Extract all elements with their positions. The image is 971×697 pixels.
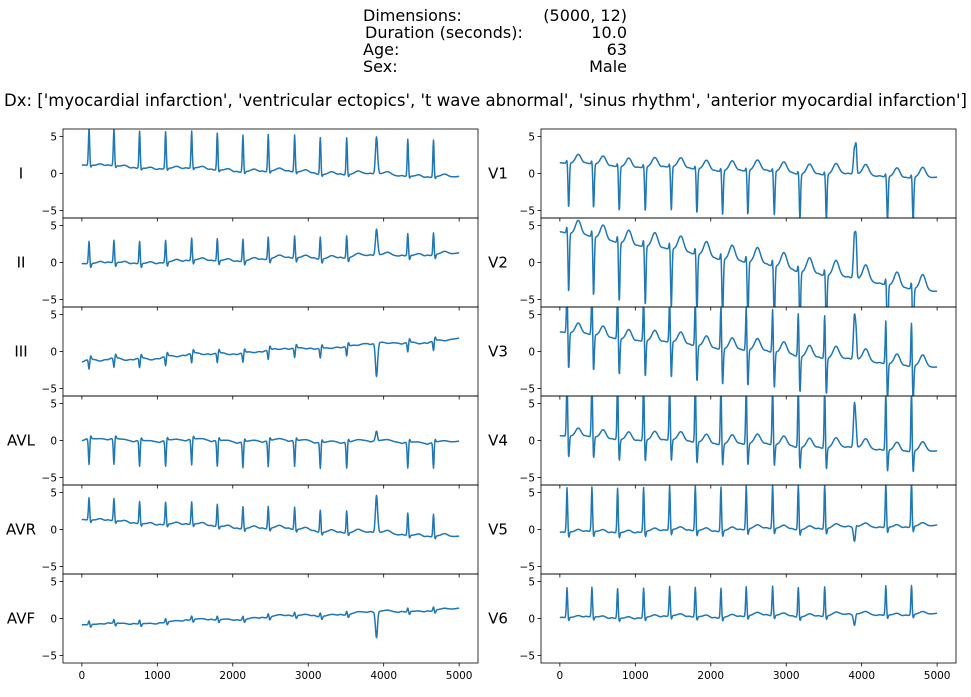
y-tick-label: 5 xyxy=(528,487,535,499)
dimensions-value: (5000, 12) xyxy=(543,6,627,25)
lead-label-v1: V1 xyxy=(488,165,508,183)
y-tick-label: 5 xyxy=(528,576,535,588)
x-tick-label: 4000 xyxy=(848,670,875,682)
y-tick-label: −5 xyxy=(42,473,57,485)
y-tick-label: −5 xyxy=(520,206,535,218)
lead-label-v6: V6 xyxy=(488,610,508,628)
y-tick-label: −5 xyxy=(42,295,57,307)
y-tick-label: 0 xyxy=(528,347,535,359)
x-tick-label: 1000 xyxy=(144,670,171,682)
lead-label-avl: AVL xyxy=(7,432,36,450)
y-tick-label: −5 xyxy=(520,562,535,574)
age-label: Age: xyxy=(363,40,400,59)
x-tick-label: 2000 xyxy=(697,670,724,682)
y-tick-label: 0 xyxy=(50,258,57,270)
panel-v1: −5 0 5 V1 xyxy=(488,128,957,222)
x-tick-label: 0 xyxy=(557,670,564,682)
panel-avr: −5 0 5 AVR xyxy=(6,484,479,578)
y-tick-label: 0 xyxy=(50,436,57,448)
x-tick-label: 4000 xyxy=(370,670,397,682)
y-tick-label: −5 xyxy=(520,295,535,307)
lead-label-v4: V4 xyxy=(488,432,508,450)
dimensions-label: Dimensions: xyxy=(363,6,462,25)
sex-value: Male xyxy=(589,57,627,76)
x-tick-label: 2000 xyxy=(219,670,246,682)
y-tick-label: 0 xyxy=(528,258,535,270)
axes-frame xyxy=(540,395,957,486)
lead-label-v2: V2 xyxy=(488,254,508,272)
x-tick-label: 3000 xyxy=(773,670,800,682)
panel-ii: −5 0 5 II xyxy=(17,217,479,311)
duration-value: 10.0 xyxy=(591,23,627,42)
y-tick-label: 5 xyxy=(528,131,535,143)
y-tick-label: −5 xyxy=(42,562,57,574)
x-tick-label: 1000 xyxy=(622,670,649,682)
y-tick-label: 5 xyxy=(50,220,57,232)
trace-v3 xyxy=(559,307,938,396)
lead-label-ii: II xyxy=(17,254,26,272)
lead-label-v3: V3 xyxy=(488,343,508,361)
y-tick-label: 0 xyxy=(528,436,535,448)
y-tick-label: 5 xyxy=(528,309,535,321)
y-tick-label: 0 xyxy=(528,169,535,181)
trace-i xyxy=(81,129,460,180)
lead-label-avf: AVF xyxy=(7,610,35,628)
age-value: 63 xyxy=(606,40,627,59)
y-tick-label: 0 xyxy=(50,347,57,359)
y-tick-label: 5 xyxy=(50,487,57,499)
y-tick-label: −5 xyxy=(42,384,57,396)
panel-i: −5 0 5 I xyxy=(19,128,479,222)
lead-label-avr: AVR xyxy=(6,521,36,539)
trace-v6 xyxy=(559,584,938,627)
y-tick-label: −5 xyxy=(520,651,535,663)
axes-frame xyxy=(62,306,479,397)
y-tick-label: −5 xyxy=(520,473,535,485)
y-tick-label: 5 xyxy=(50,398,57,410)
x-tick-label: 3000 xyxy=(295,670,322,682)
trace-v1 xyxy=(559,142,938,218)
panel-v5: −5 0 5 V5 xyxy=(488,484,957,578)
sex-label: Sex: xyxy=(363,57,398,76)
y-tick-label: −5 xyxy=(42,206,57,218)
x-tick-label: 0 xyxy=(79,670,86,682)
y-tick-label: 5 xyxy=(50,131,57,143)
panel-iii: −5 0 5 III xyxy=(14,306,479,400)
y-tick-label: 0 xyxy=(528,614,535,626)
y-tick-label: 0 xyxy=(50,614,57,626)
duration-label: Duration (seconds): xyxy=(365,23,523,42)
lead-label-iii: III xyxy=(14,343,27,361)
lead-label-v5: V5 xyxy=(488,521,508,539)
x-tick-label: 5000 xyxy=(924,670,951,682)
panel-avf: −5 0 5 0 1000 2000 3000 4000 5000 AVF xyxy=(7,573,479,682)
y-tick-label: 0 xyxy=(50,169,57,181)
panel-v2: −5 0 5 V2 xyxy=(488,217,957,311)
panel-v4: −5 0 5 V4 xyxy=(488,395,957,489)
x-tick-label: 5000 xyxy=(446,670,473,682)
y-tick-label: 5 xyxy=(528,398,535,410)
lead-label-i: I xyxy=(19,165,23,183)
diagnosis-line: Dx: ['myocardial infarction', 'ventricul… xyxy=(4,91,967,110)
trace-iii xyxy=(81,336,460,378)
trace-avl xyxy=(81,430,460,470)
trace-v4 xyxy=(559,396,938,473)
panel-v6: −5 0 5 0 1000 2000 3000 4000 5000 V6 xyxy=(488,573,957,682)
trace-avr xyxy=(81,494,460,540)
y-tick-label: 5 xyxy=(528,220,535,232)
y-tick-label: 0 xyxy=(50,525,57,537)
y-tick-label: 5 xyxy=(50,309,57,321)
y-tick-label: −5 xyxy=(42,651,57,663)
axes-frame xyxy=(62,395,479,486)
trace-v2 xyxy=(559,219,938,307)
trace-v5 xyxy=(559,485,938,543)
y-tick-label: 0 xyxy=(528,525,535,537)
panel-avl: −5 0 5 AVL xyxy=(7,395,479,489)
trace-avf xyxy=(81,606,460,639)
trace-ii xyxy=(81,228,460,269)
y-tick-label: 5 xyxy=(50,576,57,588)
y-tick-label: −5 xyxy=(520,384,535,396)
